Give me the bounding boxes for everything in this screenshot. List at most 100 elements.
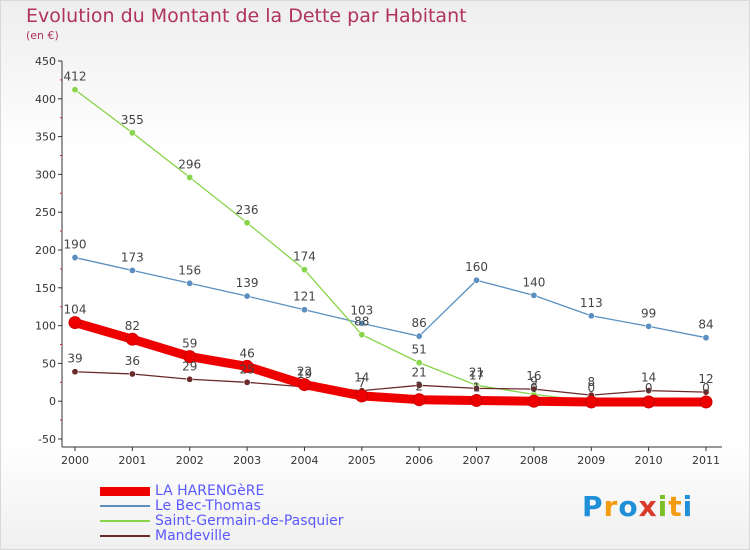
x-tick-label: 2006: [405, 454, 433, 467]
data-label: 99: [641, 306, 656, 320]
data-label: 17: [469, 368, 484, 382]
data-label: 174: [293, 250, 316, 264]
data-point: [300, 266, 308, 274]
data-label: 16: [526, 369, 541, 383]
data-label: 236: [236, 203, 259, 217]
data-label: 173: [121, 250, 144, 264]
data-point: [243, 219, 251, 227]
x-tick-label: 2002: [176, 454, 204, 467]
data-label: 82: [125, 319, 140, 333]
legend-label: Saint-Germain-de-Pasquier: [155, 513, 344, 529]
data-point: [128, 129, 136, 137]
logo-letter: i: [682, 490, 694, 523]
data-label: 139: [236, 276, 259, 290]
data-label: 39: [67, 352, 82, 366]
data-label: 103: [350, 303, 373, 317]
data-point: [297, 378, 311, 392]
data-point: [642, 395, 656, 409]
data-point: [530, 291, 538, 299]
data-point: [243, 378, 251, 386]
data-label: 0: [587, 381, 595, 395]
data-label: 14: [354, 371, 369, 385]
data-point: [473, 276, 481, 284]
proxiti-logo: Proxiti: [582, 490, 693, 523]
data-point: [702, 388, 710, 396]
data-label: 88: [354, 315, 369, 329]
data-label: 0: [645, 381, 653, 395]
series-line: [74, 256, 707, 339]
data-point: [470, 393, 484, 407]
legend-swatch: [100, 505, 150, 507]
logo-letter: r: [603, 490, 619, 523]
chart-title: Evolution du Montant de la Dette par Hab…: [26, 5, 467, 27]
data-point: [240, 359, 254, 373]
data-point: [243, 292, 251, 300]
series-line: [74, 371, 707, 396]
data-label: 156: [178, 263, 201, 277]
logo-letter: t: [668, 490, 683, 523]
data-label: 84: [698, 318, 713, 332]
data-label: 59: [182, 337, 197, 351]
y-tick-label: -50: [38, 433, 56, 446]
x-tick-label: 2008: [520, 454, 548, 467]
data-label: 29: [182, 359, 197, 373]
data-label: 355: [121, 113, 144, 127]
x-tick-label: 2001: [118, 454, 146, 467]
data-label: 9: [530, 374, 538, 388]
legend-label: Mandeville: [155, 528, 231, 544]
data-point: [699, 395, 713, 409]
data-point: [584, 395, 598, 409]
data-label: 25: [239, 362, 254, 376]
x-tick-label: 2010: [635, 454, 663, 467]
chart-subtitle: (en €): [26, 29, 59, 42]
data-label: 19: [297, 367, 312, 381]
data-point: [412, 393, 426, 407]
data-point: [530, 385, 538, 393]
y-tick-label: 400: [35, 93, 56, 106]
data-label: 14: [641, 371, 656, 385]
logo-letter: i: [657, 490, 669, 523]
data-point: [128, 266, 136, 274]
logo-letter: P: [582, 490, 604, 523]
data-point: [355, 389, 369, 403]
data-label: 36: [125, 354, 140, 368]
data-point: [125, 332, 139, 346]
data-label: 104: [64, 303, 87, 317]
data-point: [71, 86, 79, 94]
data-label: 21: [412, 365, 427, 379]
data-label: 22: [297, 365, 312, 379]
data-label: 51: [412, 343, 427, 357]
data-point: [527, 394, 541, 408]
y-tick-label: 350: [35, 131, 56, 144]
data-point: [415, 332, 423, 340]
legend-label: LA HARENGèRE: [155, 483, 265, 499]
data-label: 296: [178, 157, 201, 171]
data-point: [645, 322, 653, 330]
y-tick-label: 50: [42, 357, 56, 370]
data-label: 0: [530, 381, 538, 395]
data-point: [702, 334, 710, 342]
data-point: [71, 254, 79, 262]
data-point: [473, 384, 481, 392]
data-label: 7: [358, 376, 366, 390]
data-label: 412: [64, 70, 87, 84]
data-label: 121: [293, 290, 316, 304]
legend-swatch: [100, 535, 150, 537]
data-label: 8: [587, 375, 595, 389]
data-point: [587, 312, 595, 320]
legend-label: Le Bec-Thomas: [155, 498, 261, 514]
data-point: [645, 387, 653, 395]
data-point: [358, 319, 366, 327]
logo-letter: x: [638, 490, 658, 523]
data-point: [415, 359, 423, 367]
data-label: 46: [239, 346, 254, 360]
logo-letter: o: [618, 490, 639, 523]
data-point: [415, 381, 423, 389]
data-point: [300, 306, 308, 314]
y-tick-label: 450: [35, 55, 56, 68]
data-label: 113: [580, 296, 603, 310]
data-point: [128, 370, 136, 378]
data-label: 2: [415, 380, 423, 394]
